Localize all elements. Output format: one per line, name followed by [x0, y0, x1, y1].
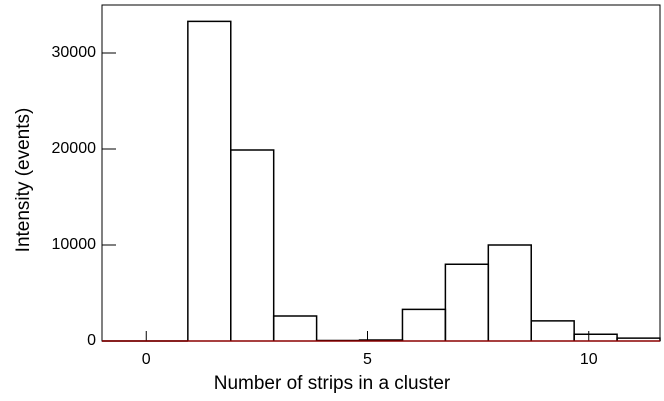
y-axis-label: Intensity (events) [13, 108, 34, 253]
y-tick-label: 0 [87, 332, 96, 349]
y-tick-label: 10000 [52, 236, 97, 253]
x-axis-label: Number of strips in a cluster [214, 373, 451, 394]
histogram-bin [187, 20, 232, 341]
histogram-bin [616, 337, 661, 341]
histogram-bin [230, 149, 275, 341]
plot-frame [101, 4, 661, 342]
histogram-bin [487, 244, 532, 341]
histogram-bin [444, 263, 490, 341]
histogram-bin [530, 320, 575, 341]
x-tick-label: 10 [580, 351, 598, 368]
x-tick-label: 5 [363, 351, 372, 368]
x-tick-label: 0 [142, 351, 151, 368]
y-tick-label: 30000 [52, 44, 97, 61]
y-tick-label: 20000 [52, 140, 97, 157]
histogram-bin [573, 333, 618, 341]
histogram-bin [401, 308, 447, 341]
histogram-bin [272, 315, 318, 341]
